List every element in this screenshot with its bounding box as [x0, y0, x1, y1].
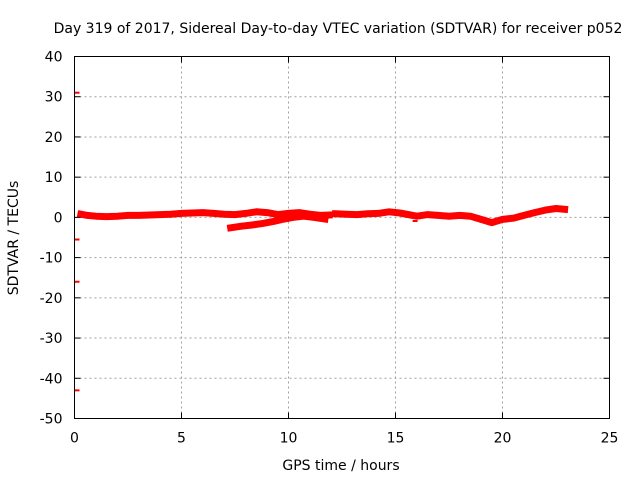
sdtvar-point — [77, 211, 84, 218]
sdtvar-point — [135, 212, 142, 219]
sdtvar-point — [364, 210, 371, 217]
sdtvar-point — [396, 209, 403, 216]
sdtvar-point — [332, 210, 339, 217]
sdtvar-point — [103, 213, 110, 220]
sdtvar-point — [553, 205, 559, 212]
sdtvar-point — [74, 389, 80, 392]
sdtvar-point — [520, 212, 527, 219]
y-tick-label: -40 — [40, 371, 63, 387]
y-tick-label: 0 — [54, 210, 63, 226]
y-axis-label: SDTVAR / TECUs — [6, 181, 22, 296]
sdtvar-point — [321, 215, 328, 222]
sdtvar-point — [542, 207, 549, 214]
sdtvar-point — [199, 209, 206, 216]
chart-title: Day 319 of 2017, Sidereal Day-to-day VTE… — [54, 21, 623, 37]
x-axis-label: GPS time / hours — [282, 458, 399, 474]
y-tick-label: 40 — [45, 50, 63, 66]
sdtvar-point — [238, 223, 245, 230]
sdtvar-point — [311, 214, 318, 221]
sdtvar-point — [407, 211, 414, 218]
y-tick-label: 10 — [45, 170, 63, 186]
sdtvar-point — [274, 211, 281, 218]
sdtvar-point — [375, 210, 382, 217]
sdtvar-point — [289, 214, 296, 221]
sdtvar-point — [561, 206, 568, 213]
sdtvar-point — [424, 211, 431, 218]
sdtvar-point — [510, 215, 517, 222]
sdtvar-point — [189, 209, 196, 216]
x-tick-label: 5 — [177, 431, 186, 447]
sdtvar-point — [353, 211, 360, 218]
sdtvar-point — [146, 211, 153, 218]
data-series — [74, 91, 569, 392]
x-tick-label: 20 — [494, 431, 512, 447]
axis-ticks: 0 5 10 15 20 25 -50 -40 -30 -20 -10 0 10 20 30 40 — [40, 50, 619, 447]
sdtvar-point — [300, 213, 307, 220]
plot-frame — [74, 56, 610, 419]
sdtvar-point — [264, 209, 271, 216]
sdtvar-point — [157, 211, 164, 218]
sdtvar-point — [74, 238, 80, 241]
sdtvar-point — [114, 213, 121, 220]
sdtvar-point — [456, 212, 463, 219]
sdtvar-point — [488, 219, 495, 226]
sdtvar-trace — [226, 212, 329, 232]
sdtvar-point — [74, 280, 80, 283]
sdtvar-point — [178, 210, 185, 217]
sdtvar-point — [259, 220, 266, 227]
x-tick-label: 25 — [601, 431, 619, 447]
sdtvar-point — [249, 222, 256, 229]
sdtvar-point — [242, 210, 249, 217]
sdtvar-point — [446, 213, 452, 220]
sdtvar-point — [386, 208, 393, 215]
sdtvar-point — [270, 218, 277, 225]
y-tick-label: -20 — [40, 291, 63, 307]
sdtvar-point — [531, 209, 538, 216]
sdtvar-point — [413, 213, 420, 220]
sdtvar-point — [227, 224, 234, 231]
sdtvar-point — [412, 220, 418, 223]
sdtvar-point — [467, 213, 474, 220]
x-tick-label: 0 — [70, 431, 79, 447]
x-tick-label: 10 — [280, 431, 298, 447]
sdtvar-point — [167, 211, 174, 218]
grid-lines — [74, 56, 610, 419]
sdtvar-point — [221, 211, 228, 218]
sdtvar-point — [232, 211, 238, 218]
sdtvar-point — [210, 210, 217, 217]
sdtvar-point — [435, 212, 442, 219]
y-tick-label: -30 — [40, 331, 63, 347]
y-tick-label: 20 — [45, 130, 63, 146]
sdtvar-point — [281, 215, 288, 222]
sdtvar-point — [253, 208, 260, 215]
sdtvar-point — [125, 212, 131, 219]
sdtvar-point — [74, 91, 80, 94]
y-tick-label: -10 — [40, 251, 63, 267]
sdtvar-point — [92, 213, 99, 220]
sdtvar-point — [499, 216, 506, 223]
sdtvar-point — [343, 211, 350, 218]
y-tick-label: 30 — [45, 90, 63, 106]
x-tick-label: 15 — [387, 431, 405, 447]
sdtvar-point — [478, 216, 485, 223]
y-tick-label: -50 — [40, 412, 63, 428]
sdtvar-point — [84, 212, 91, 219]
